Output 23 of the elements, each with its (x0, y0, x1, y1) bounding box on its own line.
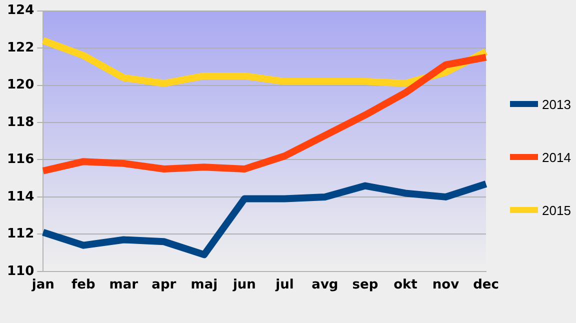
y-tick-label: 124 (6, 3, 34, 18)
y-tick-label: 114 (6, 189, 34, 204)
y-tick-label: 112 (6, 226, 34, 242)
legend-label: 2014 (542, 150, 571, 164)
x-tick-label: jul (274, 278, 294, 293)
x-tick-label: nov (432, 278, 460, 293)
x-tick-label: maj (190, 278, 218, 293)
y-tick-label: 120 (6, 78, 34, 93)
x-tick-label: okt (394, 278, 418, 293)
y-tick-label: 116 (6, 152, 34, 168)
x-tick-label: sep (352, 278, 378, 293)
x-tick-label: avg (312, 278, 338, 293)
y-tick-label: 122 (6, 40, 34, 56)
x-tick-label: jun (232, 278, 256, 293)
legend-label: 2015 (542, 202, 571, 218)
x-tick-label: apr (152, 278, 177, 293)
y-tick-label: 118 (6, 114, 34, 130)
x-tick-label: jan (30, 278, 54, 293)
y-tick-label: 110 (6, 264, 34, 279)
legend-label: 2013 (542, 96, 571, 112)
x-tick-label: feb (72, 278, 96, 293)
x-tick-label: dec (473, 278, 499, 293)
x-tick-label: mar (109, 278, 139, 293)
